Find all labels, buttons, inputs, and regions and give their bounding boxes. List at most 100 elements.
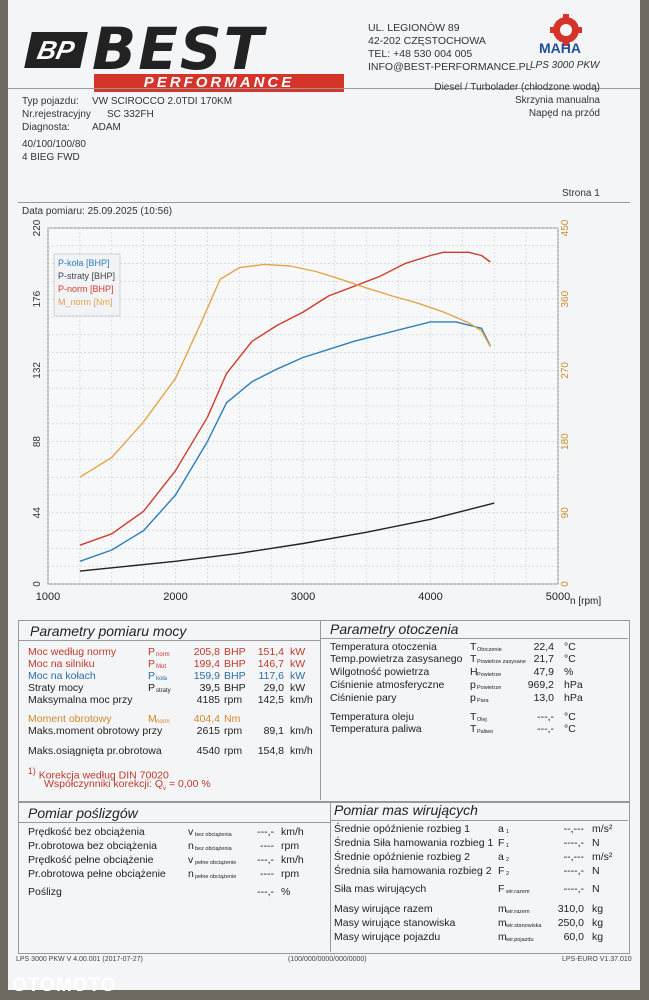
page-number: Strona 1: [562, 188, 600, 199]
param-symbol-sub: Mot: [156, 664, 167, 670]
x-tick-label: 4000: [418, 591, 442, 603]
din-note-sup: 1): [28, 766, 36, 776]
footer-code: (100/000/0000/000/0000): [288, 956, 367, 963]
env-label: Temperatura oleju: [330, 711, 415, 723]
env-unit: °C: [564, 641, 576, 653]
param-value-1: 199,4: [193, 658, 220, 670]
correction-coefficients: Współczynniki korekcji: Qv = 0,00 %: [44, 778, 211, 792]
mass-symbol-sub: 1: [506, 843, 510, 849]
param-value-2: 154,8: [257, 745, 284, 757]
param-unit-2: km/h: [290, 694, 313, 706]
slip-symbol-sub: pełne obciążenie: [195, 860, 237, 866]
legend-entry: P-norm [BHP]: [58, 284, 114, 294]
params-divider: [320, 620, 321, 800]
slip-title-line: [18, 822, 330, 823]
x-axis-label: n [rpm]: [570, 596, 601, 607]
param-unit-1: BHP: [224, 646, 246, 658]
footer-version: LPS 3000 PKW V 4.00.001 (2017-07-27): [16, 956, 143, 963]
address-line: TEL: +48 530 004 005: [368, 48, 473, 60]
mass-value: --,---: [563, 851, 584, 863]
param-label: Moc na silniku: [28, 658, 95, 670]
param-value-1: 4540: [196, 745, 220, 757]
param-symbol-sub: straty: [156, 688, 171, 694]
dyno-report-sheet: BP BEST PERFORMANCE UL. LEGIONÓW 89 42-2…: [8, 0, 640, 990]
series-line-1: [79, 502, 495, 572]
mass-value: ----,-: [563, 865, 584, 877]
mass-label: Średnie opóźnienie rozbieg 2: [334, 851, 471, 863]
slip-label: Pr.obrotowa bez obciążenia: [28, 840, 157, 852]
slip-unit: km/h: [281, 826, 304, 838]
env-symbol-sub: Powietrze: [477, 685, 502, 691]
maha-text: MAHA: [539, 40, 581, 56]
otomoto-watermark: OTOMOTO: [12, 975, 117, 996]
param-label: Straty mocy: [28, 682, 84, 694]
x-tick-label: 1000: [36, 591, 60, 603]
env-label: Wilgotność powietrza: [330, 666, 430, 678]
env-unit: hPa: [564, 692, 583, 704]
note-line: 4 BIEG FWD: [22, 152, 80, 163]
param-unit-2: kW: [290, 682, 306, 694]
mass-symbol: m: [498, 931, 507, 943]
param-value-2: 146,7: [257, 658, 284, 670]
param-value-1: 404,4: [193, 713, 220, 725]
logo-bp-mark: BP: [24, 32, 88, 68]
registration-label: Nr.rejestracyjny: [22, 109, 91, 120]
env-value: ---,-: [537, 711, 554, 723]
y-right-tick-label: 360: [560, 290, 571, 307]
mass-label: Masy wirujące pojazdu: [334, 931, 441, 943]
y-left-tick-label: 176: [32, 290, 43, 307]
legend-entry: P-koła [BHP]: [58, 258, 110, 268]
param-symbol-sub: norm: [156, 719, 170, 725]
env-symbol: T: [470, 641, 477, 653]
y-right-tick-label: 180: [560, 433, 571, 450]
env-symbol: H: [470, 666, 478, 678]
param-value-1: 2615: [196, 725, 220, 737]
mass-unit: N: [592, 883, 600, 895]
gearbox-info: Skrzynia manualna: [514, 95, 600, 106]
param-unit-2: km/h: [290, 725, 313, 737]
din-note: 1) Korekcja według DIN 70020: [28, 766, 169, 782]
slip-title: Pomiar poślizgów: [28, 805, 138, 821]
params-title-line: [18, 640, 320, 641]
param-value-1: 39,5: [199, 682, 220, 694]
param-symbol: M: [148, 713, 157, 725]
env-symbol: T: [470, 653, 477, 665]
env-value: 13,0: [533, 692, 554, 704]
y-right-tick-label: 90: [560, 507, 571, 519]
mass-symbol-sub: 2: [506, 871, 510, 877]
din-note-text: Korekcja według DIN 70020: [38, 769, 169, 782]
slip-unit: rpm: [281, 868, 300, 880]
env-value: 21,7: [533, 653, 554, 665]
param-symbol-sub: norm: [156, 652, 170, 658]
slip-symbol: v: [188, 826, 194, 838]
y-right-tick-label: 0: [560, 581, 571, 587]
env-unit: °C: [564, 653, 576, 665]
y-left-tick-label: 220: [32, 219, 43, 236]
env-unit: hPa: [564, 679, 583, 691]
env-symbol-sub: Para: [477, 698, 489, 704]
slip-label: Poślizg: [28, 886, 62, 898]
device-name: LPS 3000 PKW: [530, 60, 600, 71]
param-unit-1: rpm: [224, 745, 243, 757]
slip-symbol-sub: bez obciążenia: [195, 832, 232, 838]
slip-value: ---,-: [257, 854, 274, 866]
y-left-tick-label: 0: [32, 581, 43, 587]
mass-label: Siła mas wirujących: [334, 883, 427, 895]
param-unit-2: kW: [290, 646, 306, 658]
slip-symbol: n: [188, 840, 194, 852]
param-value-1: 205,8: [193, 646, 220, 658]
param-symbol: P: [148, 658, 156, 670]
env-symbol: p: [470, 692, 476, 704]
mass-value: ----,-: [563, 883, 584, 895]
mass-symbol: F: [498, 837, 505, 849]
mass-symbol-sub: 1: [506, 829, 510, 835]
param-label: Maks.moment obrotowy przy: [28, 725, 163, 737]
series-line-3: [79, 263, 492, 478]
slip-unit: km/h: [281, 854, 304, 866]
param-label: Moc według normy: [28, 646, 117, 658]
param-symbol: P: [148, 670, 156, 682]
param-unit-1: BHP: [224, 682, 246, 694]
env-title: Parametry otoczenia: [330, 621, 459, 637]
date-divider: [18, 202, 630, 203]
address-line: INFO@BEST-PERFORMANCE.PL: [368, 61, 532, 73]
